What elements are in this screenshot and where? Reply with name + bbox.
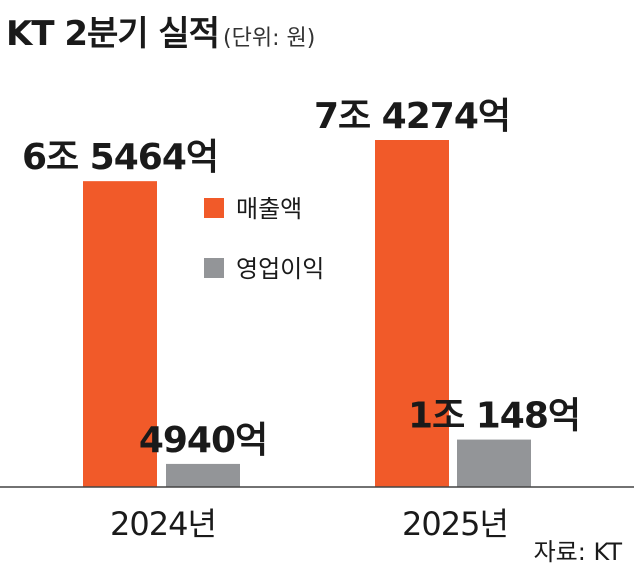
bar-operating-profit-0 — [166, 463, 240, 487]
source-note: 자료: KT — [533, 538, 622, 566]
data-label-revenue-0: 6조 5464억 — [22, 137, 218, 178]
legend-label-revenue: 매출액 — [236, 195, 302, 223]
bar-revenue-1 — [375, 140, 449, 487]
x-tick-label-0: 2024년 — [110, 505, 216, 543]
bar-revenue-0 — [83, 181, 157, 487]
data-label-operating-profit-1: 1조 148억 — [408, 396, 580, 437]
unit-note: (단위: 원) — [223, 26, 316, 51]
data-label-operating-profit-0: 4940억 — [139, 420, 267, 461]
legend-swatch-operating-profit — [204, 258, 224, 278]
chart-title: KT 2분기 실적 — [6, 14, 220, 54]
chart-title-row: KT 2분기 실적 (단위: 원) — [6, 6, 315, 55]
bar-operating-profit-1 — [457, 439, 531, 487]
x-tick-label-1: 2025년 — [402, 505, 508, 543]
legend-swatch-revenue — [204, 198, 224, 218]
data-label-revenue-1: 7조 4274억 — [314, 96, 510, 137]
legend-label-operating-profit: 영업이익 — [236, 255, 324, 283]
